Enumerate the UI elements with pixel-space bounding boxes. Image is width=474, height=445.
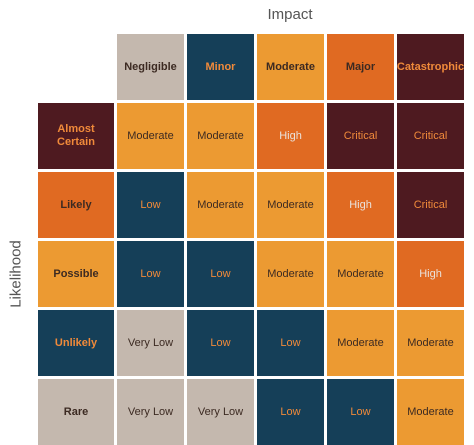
impact-axis-title: Impact xyxy=(267,6,313,23)
impact-header-minor: Minor xyxy=(187,34,254,100)
impact-header-catastrophic: Catastrophic xyxy=(397,34,464,100)
matrix-cell: Low xyxy=(117,172,184,238)
likelihood-header-unlikely: Unlikely xyxy=(38,310,114,376)
matrix-cell: Very Low xyxy=(117,310,184,376)
matrix-cell: Low xyxy=(257,310,324,376)
likelihood-axis-title: Likelihood xyxy=(7,240,25,308)
matrix-cell: Moderate xyxy=(187,172,254,238)
matrix-cell: Low xyxy=(327,379,394,445)
likelihood-header-almost-certain: Almost Certain xyxy=(38,103,114,169)
matrix-cell: Moderate xyxy=(187,103,254,169)
matrix-cell: Moderate xyxy=(327,241,394,307)
matrix-cell: Moderate xyxy=(397,379,464,445)
matrix-cell: Low xyxy=(117,241,184,307)
matrix-cell: Critical xyxy=(327,103,394,169)
impact-header-major: Major xyxy=(327,34,394,100)
matrix-cell: Moderate xyxy=(257,241,324,307)
matrix-cell: Moderate xyxy=(397,310,464,376)
matrix-cell: Low xyxy=(257,379,324,445)
matrix-cell: High xyxy=(327,172,394,238)
likelihood-header-possible: Possible xyxy=(38,241,114,307)
matrix-cell: Low xyxy=(187,310,254,376)
matrix-cell: Very Low xyxy=(187,379,254,445)
matrix-cell: Very Low xyxy=(117,379,184,445)
matrix-cell: Low xyxy=(187,241,254,307)
matrix-cell: Moderate xyxy=(117,103,184,169)
matrix-cell: Critical xyxy=(397,103,464,169)
matrix-cell: Moderate xyxy=(327,310,394,376)
likelihood-header-rare: Rare xyxy=(38,379,114,445)
corner-blank xyxy=(38,34,114,100)
impact-header-negligible: Negligible xyxy=(117,34,184,100)
risk-matrix: Negligible Minor Moderate Major Catastro… xyxy=(38,34,464,445)
impact-header-moderate: Moderate xyxy=(257,34,324,100)
matrix-cell: High xyxy=(257,103,324,169)
matrix-cell: High xyxy=(397,241,464,307)
likelihood-header-likely: Likely xyxy=(38,172,114,238)
matrix-cell: Critical xyxy=(397,172,464,238)
matrix-cell: Moderate xyxy=(257,172,324,238)
